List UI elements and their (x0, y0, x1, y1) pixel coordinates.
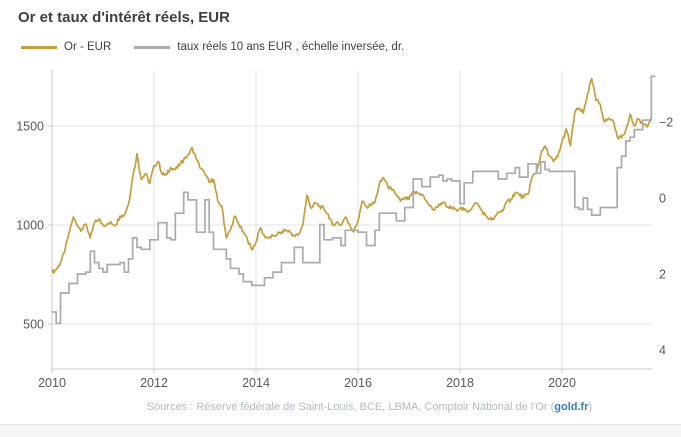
legend-label-or: Or - EUR (64, 41, 112, 53)
x-axis-label: 2016 (344, 376, 372, 390)
bottom-strip (0, 424, 681, 437)
left-axis-label: 1500 (16, 120, 44, 134)
legend: Or - EUR taux réels 10 ans EUR , échelle… (21, 41, 427, 53)
legend-item-taux: taux réels 10 ans EUR , échelle inversée… (134, 41, 404, 53)
chart-title: Or et taux d'intérêt réels, EUR (18, 9, 230, 26)
right-axis-label: 4 (659, 344, 666, 358)
x-axis-label: 2018 (446, 376, 474, 390)
x-axis-label: 2014 (242, 376, 270, 390)
gold-fr-link[interactable]: gold.fr (554, 401, 589, 413)
source-text: Sources : Réserve fédérale de Saint-Loui… (146, 401, 555, 413)
legend-item-or: Or - EUR (21, 41, 111, 53)
source-note: Sources : Réserve fédérale de Saint-Loui… (0, 401, 681, 413)
x-axis-label: 2010 (38, 376, 66, 390)
real-rates-step-line (52, 75, 656, 325)
left-axis-label: 1000 (16, 219, 44, 233)
right-axis-label: −2 (659, 116, 673, 130)
right-axis-label: 2 (659, 268, 666, 282)
gold-price-line (51, 77, 653, 274)
x-axis-label: 2012 (140, 376, 168, 390)
gold-line-swatch (21, 45, 57, 49)
legend-label-taux: taux réels 10 ans EUR , échelle inversée… (177, 41, 405, 53)
x-axis-label: 2020 (548, 376, 576, 390)
source-text-close: ) (588, 401, 593, 413)
gray-line-swatch (134, 45, 171, 49)
left-axis-label: 500 (23, 318, 44, 332)
right-axis-label: 0 (659, 192, 666, 206)
